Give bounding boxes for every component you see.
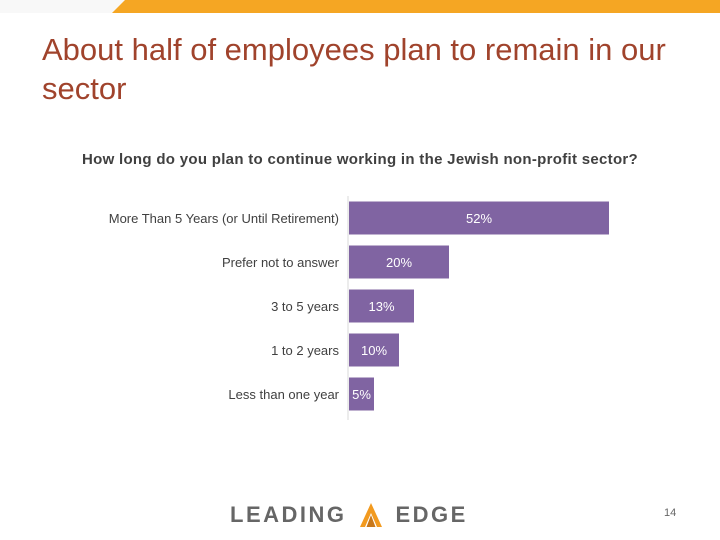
top-accent-bar-light — [0, 0, 112, 13]
data-label-4: 5% — [352, 387, 371, 402]
top-accent-bar-notch — [112, 0, 125, 13]
category-label-4: Less than one year — [228, 387, 339, 402]
data-label-3: 10% — [361, 343, 387, 358]
category-label-1: Prefer not to answer — [222, 255, 340, 270]
bar-1 — [349, 245, 449, 279]
leading-edge-logo: LEADING EDGE — [230, 498, 468, 532]
data-label-1: 20% — [386, 255, 412, 270]
bar-2 — [349, 289, 414, 323]
category-label-2: 3 to 5 years — [271, 299, 339, 314]
logo-word-edge: EDGE — [395, 502, 468, 527]
bar-chart: More Than 5 Years (or Until Retirement) 5… — [109, 196, 609, 420]
bar-4 — [349, 377, 374, 411]
page-number: 14 — [664, 507, 677, 519]
bar-3 — [349, 333, 399, 367]
logo-word-leading: LEADING — [230, 502, 347, 527]
category-label-0: More Than 5 Years (or Until Retirement) — [109, 211, 339, 226]
chart-title: How long do you plan to continue working… — [81, 151, 639, 168]
data-label-2: 13% — [368, 299, 394, 314]
flame-icon — [359, 503, 382, 527]
category-label-3: 1 to 2 years — [271, 343, 339, 358]
top-accent-bar — [0, 0, 720, 13]
slide-title: About half of employees plan to remain i… — [42, 32, 666, 106]
data-label-0: 52% — [466, 211, 492, 226]
bar-0 — [349, 201, 609, 235]
